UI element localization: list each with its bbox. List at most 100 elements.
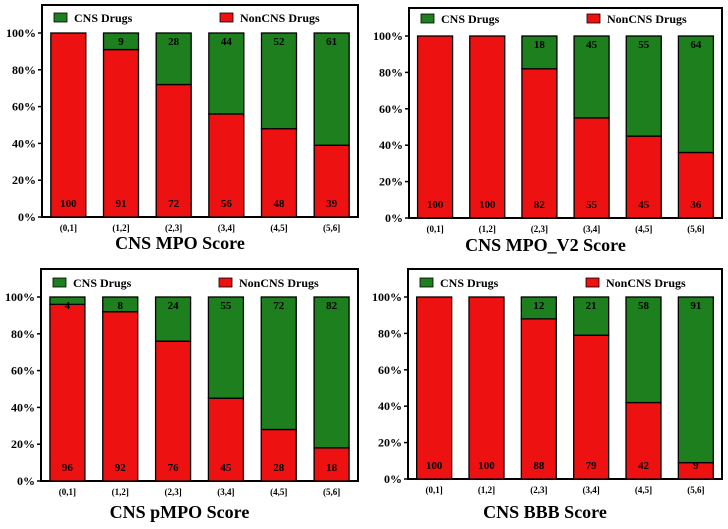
bar-noncns bbox=[49, 303, 86, 482]
legend-cns-swatch bbox=[420, 13, 435, 24]
x-tick-label: (3,4] bbox=[583, 224, 600, 234]
bar-cns bbox=[520, 296, 557, 320]
chart-title: CNS BBB Score bbox=[483, 502, 607, 522]
data-label-noncns: 100 bbox=[427, 199, 444, 211]
y-tick-label: 80% bbox=[12, 63, 36, 77]
chart-panel-mpo: 0% 20% 40% 60% 80% 100% CNS Drugs NonCNS Drugs 1… bbox=[0, 0, 364, 264]
bar-noncns bbox=[520, 318, 557, 480]
legend-noncns-swatch bbox=[585, 277, 600, 288]
data-label-noncns: 100 bbox=[60, 198, 77, 210]
data-label-cns: 18 bbox=[534, 39, 546, 51]
x-tick-label: (2,3] bbox=[531, 224, 548, 234]
x-tick-label: (1,2] bbox=[478, 485, 495, 495]
x-tick-label: (2,3] bbox=[164, 487, 181, 497]
y-tick-label: 80% bbox=[11, 327, 35, 341]
y-tick-label: 60% bbox=[378, 363, 402, 377]
bar-cns bbox=[313, 32, 350, 146]
chart-panel-bbb: 0% 20% 40% 60% 80% 100% CNS Drugs NonCNS Drugs 1… bbox=[364, 264, 728, 529]
bar-cns bbox=[521, 35, 558, 70]
data-label-noncns: 82 bbox=[534, 199, 546, 211]
bar-noncns bbox=[416, 296, 453, 480]
bar-cns bbox=[102, 32, 140, 51]
plot-frame bbox=[407, 268, 723, 480]
data-label-cns: 61 bbox=[326, 36, 337, 48]
bar-cns bbox=[625, 35, 662, 137]
data-label-cns: 21 bbox=[586, 300, 597, 312]
legend-cns-swatch bbox=[53, 12, 68, 23]
data-label-noncns: 28 bbox=[273, 462, 285, 474]
plot-frame bbox=[40, 268, 359, 482]
chart-pmpo: 0% 20% 40% 60% 80% 100% CNS Drugs NonCNS Drugs 9… bbox=[5, 268, 359, 522]
data-label-cns: 8 bbox=[118, 300, 124, 312]
bar-noncns bbox=[207, 397, 245, 482]
data-label-noncns: 36 bbox=[690, 199, 702, 211]
x-tick-label: (0,1] bbox=[59, 487, 76, 497]
y-tick-label: 60% bbox=[379, 102, 403, 116]
x-tick-label: (4,5] bbox=[635, 224, 652, 234]
data-label-cns: 4 bbox=[65, 300, 71, 312]
data-label-cns: 45 bbox=[586, 39, 598, 51]
y-tick-label: 20% bbox=[379, 175, 403, 189]
data-label-noncns: 18 bbox=[326, 462, 338, 474]
bar-noncns bbox=[677, 151, 715, 219]
data-label-cns: 55 bbox=[638, 39, 650, 51]
bar-noncns bbox=[416, 35, 454, 219]
data-label-cns: 72 bbox=[273, 300, 285, 312]
data-label-cns: 24 bbox=[168, 300, 180, 312]
data-label-noncns: 92 bbox=[115, 462, 127, 474]
x-tick-label: (5,6] bbox=[687, 224, 704, 234]
bar-cns bbox=[102, 296, 139, 313]
y-tick-label: 0% bbox=[384, 472, 402, 486]
x-tick-label: (5,6] bbox=[323, 487, 340, 497]
data-label-noncns: 9 bbox=[693, 460, 699, 472]
bar-cns bbox=[155, 32, 192, 86]
y-tick-label: 40% bbox=[12, 136, 36, 150]
y-tick-label: 100% bbox=[372, 290, 402, 304]
x-tick-label: (1,2] bbox=[112, 223, 129, 233]
data-label-noncns: 72 bbox=[168, 198, 180, 210]
x-tick-label: (4,5] bbox=[635, 485, 652, 495]
bar-cns bbox=[677, 35, 715, 154]
data-label-cns: 58 bbox=[638, 300, 650, 312]
y-tick-label: 100% bbox=[6, 26, 36, 40]
x-tick-label: (4,5] bbox=[270, 487, 287, 497]
x-tick-label: (0,1] bbox=[426, 224, 443, 234]
y-tick-label: 20% bbox=[378, 436, 402, 450]
data-label-cns: 28 bbox=[168, 36, 180, 48]
y-tick-label: 0% bbox=[18, 210, 36, 224]
legend-cns-label: CNS Drugs bbox=[73, 276, 132, 290]
data-label-cns: 52 bbox=[274, 36, 286, 48]
bar-noncns bbox=[260, 428, 297, 482]
y-tick-label: 80% bbox=[379, 65, 403, 79]
bar-cns bbox=[260, 296, 297, 431]
bar-cns bbox=[49, 296, 86, 306]
x-tick-label: (1,2] bbox=[112, 487, 129, 497]
data-label-cns: 82 bbox=[326, 300, 338, 312]
data-label-cns: 44 bbox=[221, 36, 233, 48]
bar-noncns bbox=[102, 311, 139, 482]
data-label-noncns: 45 bbox=[220, 462, 232, 474]
data-label-cns: 12 bbox=[533, 300, 545, 312]
y-tick-label: 20% bbox=[11, 437, 35, 451]
data-label-noncns: 100 bbox=[479, 199, 496, 211]
x-tick-label: (3,4] bbox=[583, 485, 600, 495]
data-label-noncns: 96 bbox=[62, 462, 74, 474]
bar-noncns bbox=[573, 334, 610, 480]
bar-noncns bbox=[469, 35, 506, 219]
plot-frame bbox=[41, 4, 359, 218]
bar-noncns bbox=[154, 340, 192, 482]
legend-cns-label: CNS Drugs bbox=[74, 11, 133, 25]
bar-cns bbox=[154, 296, 192, 342]
y-tick-label: 80% bbox=[378, 326, 402, 340]
data-label-cns: 91 bbox=[690, 300, 701, 312]
y-tick-label: 20% bbox=[12, 173, 36, 187]
y-tick-label: 0% bbox=[385, 211, 403, 225]
data-label-noncns: 42 bbox=[638, 460, 650, 472]
chart-mpo-v2: 0% 20% 40% 60% 80% 100% CNS Drugs NonCNS Drugs 1… bbox=[373, 7, 723, 255]
data-label-noncns: 88 bbox=[533, 460, 545, 472]
chart-mpo: 0% 20% 40% 60% 80% 100% CNS Drugs NonCNS Drugs 1… bbox=[6, 4, 359, 253]
data-label-cns: 9 bbox=[118, 36, 124, 48]
x-tick-label: (5,6] bbox=[323, 223, 340, 233]
bar-cns bbox=[573, 296, 610, 336]
chart-bbb: 0% 20% 40% 60% 80% 100% CNS Drugs NonCNS Drugs 1… bbox=[372, 268, 723, 522]
